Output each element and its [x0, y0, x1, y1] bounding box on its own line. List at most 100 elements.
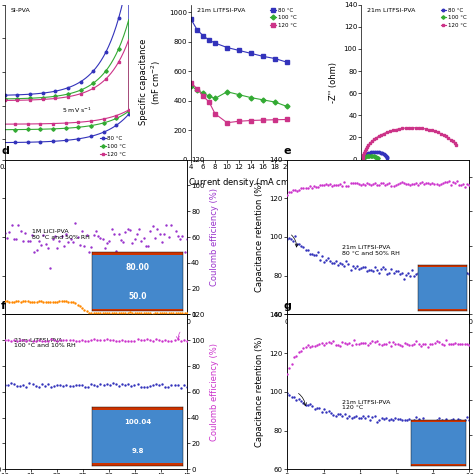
- Point: [447, 181, 455, 189]
- Point: [167, 221, 175, 228]
- Point: [441, 268, 448, 275]
- Point: [306, 182, 313, 190]
- Point: [365, 266, 373, 274]
- 80 °C: [361, 155, 366, 160]
- Point: [375, 269, 383, 277]
- Point: [371, 180, 379, 187]
- Point: [110, 230, 118, 238]
- Point: [445, 420, 452, 428]
- 120 °C: [381, 131, 387, 137]
- Point: [46, 298, 54, 305]
- Point: [122, 228, 129, 236]
- Point: [146, 337, 154, 344]
- Point: [316, 404, 323, 411]
- Point: [154, 226, 161, 233]
- Point: [316, 340, 323, 348]
- Point: [378, 414, 385, 421]
- Point: [126, 309, 134, 316]
- Point: [359, 180, 366, 188]
- 80 °C: [100, 129, 106, 135]
- Point: [419, 273, 426, 280]
- Point: [335, 181, 342, 189]
- Point: [158, 337, 166, 345]
- Point: [367, 181, 375, 189]
- Point: [313, 342, 321, 349]
- Point: [463, 341, 471, 348]
- Point: [66, 383, 73, 390]
- Text: g: g: [283, 301, 292, 311]
- Point: [7, 337, 15, 345]
- Point: [58, 297, 65, 305]
- Point: [290, 187, 297, 194]
- Point: [101, 245, 109, 252]
- Point: [463, 413, 471, 421]
- Point: [44, 337, 52, 345]
- Point: [179, 233, 186, 240]
- Point: [146, 227, 154, 235]
- Point: [440, 341, 447, 349]
- Point: [288, 393, 295, 401]
- Point: [285, 234, 293, 241]
- Point: [416, 267, 424, 274]
- Point: [464, 181, 471, 188]
- Point: [433, 180, 440, 187]
- Point: [13, 337, 21, 345]
- Point: [172, 310, 179, 317]
- Point: [371, 338, 379, 346]
- Point: [316, 181, 324, 188]
- Point: [334, 410, 342, 418]
- Point: [396, 180, 403, 187]
- Point: [399, 417, 406, 424]
- Point: [75, 337, 82, 344]
- 80 °C: [363, 152, 368, 158]
- Point: [457, 181, 465, 189]
- Point: [377, 265, 385, 273]
- Point: [390, 270, 397, 277]
- 100 °C: [194, 87, 200, 93]
- Point: [465, 181, 473, 189]
- Line: 120 °C: 120 °C: [3, 38, 130, 126]
- Point: [10, 298, 18, 306]
- Point: [174, 336, 182, 343]
- Point: [415, 415, 422, 422]
- Point: [396, 341, 404, 349]
- Point: [78, 304, 86, 312]
- Point: [35, 298, 43, 305]
- Line: 120 °C: 120 °C: [190, 81, 289, 125]
- Point: [295, 348, 302, 356]
- Point: [424, 344, 431, 351]
- 120 °C: [452, 140, 457, 146]
- Point: [33, 298, 40, 306]
- Point: [115, 382, 123, 390]
- 120 °C: [188, 80, 194, 86]
- Point: [383, 340, 390, 347]
- 120 °C: [403, 125, 409, 131]
- Point: [78, 337, 86, 344]
- Point: [81, 243, 88, 250]
- Point: [337, 410, 344, 418]
- Point: [378, 341, 385, 349]
- Point: [433, 270, 440, 278]
- Point: [439, 179, 447, 187]
- Point: [404, 180, 411, 188]
- Point: [357, 182, 365, 189]
- Point: [128, 240, 136, 247]
- Point: [66, 336, 73, 344]
- Point: [302, 401, 310, 409]
- Point: [112, 309, 120, 317]
- Point: [3, 297, 11, 305]
- Point: [19, 237, 27, 245]
- Point: [461, 183, 469, 191]
- Point: [402, 271, 410, 279]
- Point: [160, 310, 168, 317]
- Point: [357, 264, 365, 272]
- Point: [338, 338, 346, 346]
- 120 °C: [378, 132, 384, 137]
- Point: [433, 417, 441, 424]
- Point: [324, 182, 332, 189]
- Point: [125, 337, 132, 345]
- Point: [131, 337, 138, 345]
- Point: [83, 232, 91, 239]
- Point: [306, 343, 314, 351]
- Point: [454, 415, 462, 423]
